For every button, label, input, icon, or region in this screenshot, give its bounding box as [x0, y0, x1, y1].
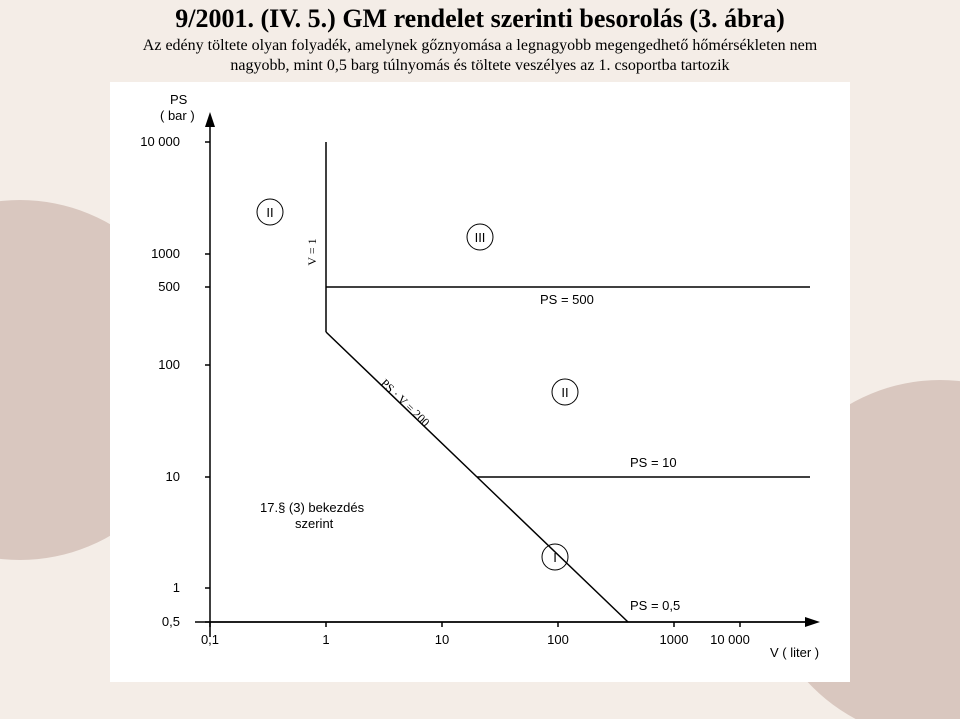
note-line1: 17.§ (3) bekezdés [260, 500, 365, 515]
zone-ii-upper: II [266, 205, 273, 220]
ps-0_5-label: PS = 0,5 [630, 598, 680, 613]
y-tick-10000: 10 000 [140, 134, 180, 149]
y-axis-label-line1: PS [170, 92, 188, 107]
x-tick-0_1: 0,1 [201, 632, 219, 647]
page-subtitle: Az edény töltete olyan folyadék, amelyne… [0, 36, 960, 76]
axes [195, 112, 820, 637]
y-axis-label-line2: ( bar ) [160, 108, 195, 123]
zone-i: I [553, 550, 557, 565]
zone-iii: III [475, 230, 486, 245]
note-line2: szerint [295, 516, 334, 531]
page-title: 9/2001. (IV. 5.) GM rendelet szerinti be… [0, 4, 960, 34]
page-header: 9/2001. (IV. 5.) GM rendelet szerinti be… [0, 0, 960, 76]
x-axis-label: V ( liter ) [770, 645, 819, 660]
x-tick-1: 1 [322, 632, 329, 647]
zone-ii-lower: II [561, 385, 568, 400]
psv-200-label: PS · V = 200 [378, 376, 433, 429]
ps-10-label: PS = 10 [630, 455, 677, 470]
y-ticks: 0,5 1 10 100 500 1000 10 000 [140, 134, 210, 629]
x-tick-1000: 1000 [660, 632, 689, 647]
y-tick-10: 10 [166, 469, 180, 484]
x-ticks: 0,1 1 10 100 1000 10 000 [201, 622, 750, 647]
x-tick-10: 10 [435, 632, 449, 647]
subtitle-line-2: nagyobb, mint 0,5 barg túlnyomás és tölt… [230, 57, 729, 74]
y-tick-100: 100 [158, 357, 180, 372]
x-tick-10000: 10 000 [710, 632, 750, 647]
chart-container: PS ( bar ) V ( liter ) 0,5 1 10 100 500 … [110, 82, 850, 682]
y-tick-1: 1 [173, 580, 180, 595]
y-tick-0_5: 0,5 [162, 614, 180, 629]
ps-500-label: PS = 500 [540, 292, 594, 307]
x-tick-100: 100 [547, 632, 569, 647]
subtitle-line-1: Az edény töltete olyan folyadék, amelyne… [143, 37, 817, 54]
y-tick-500: 500 [158, 279, 180, 294]
v-1-label: V = 1 [305, 238, 319, 265]
y-tick-1000: 1000 [151, 246, 180, 261]
classification-chart: PS ( bar ) V ( liter ) 0,5 1 10 100 500 … [110, 82, 850, 682]
